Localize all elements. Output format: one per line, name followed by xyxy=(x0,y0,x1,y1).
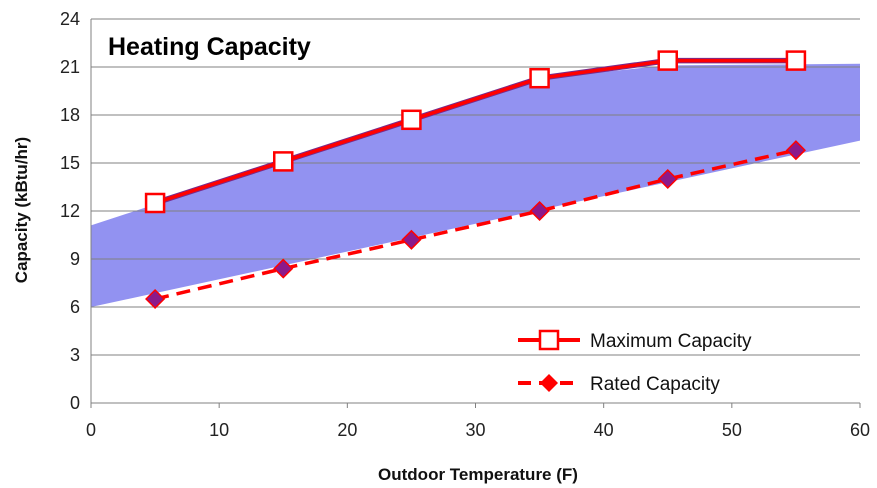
marker-rated-capacity-45 xyxy=(657,168,678,190)
x-axis-title: Outdoor Temperature (F) xyxy=(378,465,578,484)
y-tick-label-18: 18 xyxy=(60,105,80,125)
marker-rated-capacity-15 xyxy=(273,258,294,279)
y-tick-label-0: 0 xyxy=(70,393,80,413)
marker-maximum-capacity-15 xyxy=(273,151,294,172)
marker-rated-capacity-25 xyxy=(401,229,422,250)
series-line-maximum-capacity xyxy=(153,58,798,205)
legend: Maximum Capacity Rated Capacity xyxy=(518,329,752,395)
y-tick-label-21: 21 xyxy=(60,57,80,77)
marker-maximum-capacity-45 xyxy=(657,50,678,71)
legend-label-maximum: Maximum Capacity xyxy=(590,331,752,352)
y-tick-label-15: 15 xyxy=(60,153,80,173)
y-tick-label-6: 6 xyxy=(70,297,80,317)
marker-rated-capacity-55 xyxy=(785,140,806,161)
y-tick-label-12: 12 xyxy=(60,201,80,221)
marker-rated-capacity-35 xyxy=(529,200,550,222)
series-layer xyxy=(144,50,807,310)
y-tick-label-9: 9 xyxy=(70,249,80,269)
legend-label-rated: Rated Capacity xyxy=(590,374,720,395)
legend-item-maximum-capacity: Maximum Capacity xyxy=(518,329,752,352)
gridlines xyxy=(91,18,860,356)
legend-marker-rated xyxy=(540,374,558,392)
axes xyxy=(90,19,861,408)
y-axis-title: Capacity (kBtu/hr) xyxy=(12,137,31,283)
x-tick-label-0: 0 xyxy=(86,420,96,440)
marker-maximum-capacity-35 xyxy=(529,67,550,89)
x-tick-label-50: 50 xyxy=(722,420,742,440)
x-tick-label-10: 10 xyxy=(209,420,229,440)
chart-title: Heating Capacity xyxy=(108,33,311,61)
marker-maximum-capacity-25 xyxy=(401,109,422,131)
legend-marker-maximum xyxy=(538,329,560,351)
x-tick-label-40: 40 xyxy=(594,420,614,440)
marker-maximum-capacity-5 xyxy=(144,192,166,214)
x-tick-label-30: 30 xyxy=(465,420,485,440)
x-tick-label-60: 60 xyxy=(850,420,870,440)
capacity-band-layer xyxy=(91,63,860,307)
legend-item-rated-capacity: Rated Capacity xyxy=(518,374,720,395)
y-tick-label-3: 3 xyxy=(70,345,80,365)
x-tick-label-20: 20 xyxy=(337,420,357,440)
marker-maximum-capacity-55 xyxy=(785,50,807,71)
tick-labels: 0 3 6 9 12 15 18 21 24 0 10 20 30 40 50 60 xyxy=(60,9,870,440)
capacity-band xyxy=(91,63,860,307)
y-tick-label-24: 24 xyxy=(60,9,80,29)
marker-rated-capacity-5 xyxy=(145,288,166,310)
